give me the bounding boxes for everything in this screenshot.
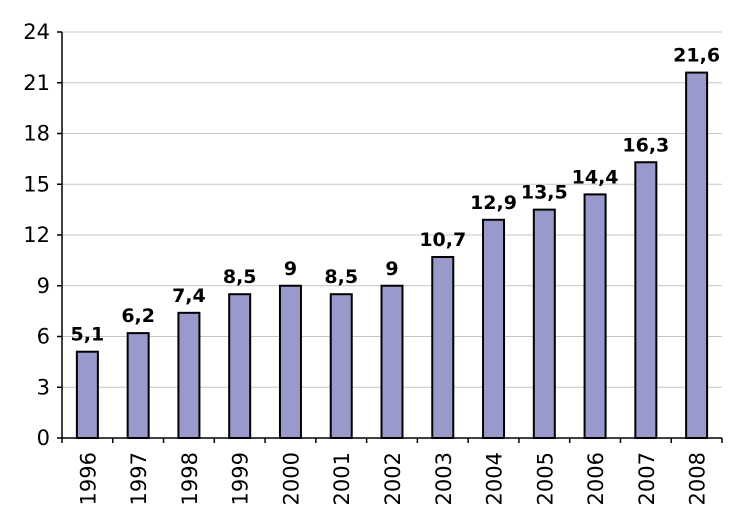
- data-label-2001: 8,5: [324, 266, 358, 288]
- data-label-2000: 9: [284, 258, 297, 280]
- x-tick-label-2006: 2006: [584, 452, 608, 505]
- data-label-2004: 12,9: [470, 192, 517, 214]
- y-tick-labels: 0 3 6 9 12 15 18 21 24: [23, 20, 50, 450]
- bar-1997: [126, 332, 150, 439]
- y-tick-label: 6: [37, 325, 50, 349]
- bar-2000: [278, 284, 302, 439]
- bar-2003: [431, 255, 455, 439]
- y-tick-label: 3: [37, 375, 50, 399]
- y-tick-label: 9: [37, 274, 50, 298]
- x-tick-label-2005: 2005: [533, 452, 557, 505]
- bars: [75, 71, 709, 440]
- data-label-1997: 6,2: [121, 305, 155, 327]
- x-tick-label-2000: 2000: [279, 452, 303, 505]
- data-label-2008: 21,6: [673, 45, 720, 67]
- y-tick-label: 21: [23, 71, 50, 95]
- bar-2005: [532, 208, 556, 439]
- data-label-1996: 5,1: [71, 324, 105, 346]
- x-tick-label-2003: 2003: [432, 452, 456, 505]
- bar-2006: [583, 193, 607, 439]
- y-tick-label: 15: [23, 172, 50, 196]
- axes: [57, 31, 723, 443]
- data-label-2005: 13,5: [521, 182, 568, 204]
- data-label-1998: 7,4: [172, 285, 206, 307]
- y-tick-label: 18: [23, 122, 50, 146]
- x-tick-label-2001: 2001: [330, 452, 354, 505]
- x-tick-label-1999: 1999: [229, 452, 253, 505]
- bar-1996: [75, 350, 99, 440]
- data-label-2007: 16,3: [622, 134, 669, 156]
- x-tick-label-1996: 1996: [76, 452, 100, 505]
- data-label-2002: 9: [385, 258, 398, 280]
- data-labels: 5,1 6,2 7,4 8,5 9 8,5 9 10,712,9 13,514,416,3 21,…: [71, 45, 721, 346]
- x-tick-label-2002: 2002: [381, 452, 405, 505]
- bar-2007: [634, 161, 658, 439]
- x-tick-labels: 1996 1997 1998 1999 2000 2001 2002 2003 2004 2005…: [76, 452, 709, 505]
- bar-2008: [685, 71, 709, 439]
- data-label-1999: 8,5: [223, 266, 257, 288]
- x-tick-label-2008: 2008: [686, 452, 710, 505]
- x-tick-label-1997: 1997: [127, 452, 151, 505]
- y-tick-label: 12: [23, 223, 50, 247]
- x-tick-label-2007: 2007: [635, 452, 659, 505]
- x-tick-label-1998: 1998: [178, 452, 202, 505]
- y-tick-label: 24: [23, 20, 50, 44]
- bar-1998: [177, 311, 201, 440]
- x-tick-label-2004: 2004: [483, 452, 507, 505]
- bar-2001: [329, 293, 353, 440]
- data-label-2003: 10,7: [419, 229, 466, 251]
- bar-1999: [228, 293, 252, 440]
- bar-2002: [380, 284, 404, 439]
- bar-2004: [482, 218, 506, 439]
- data-label-2006: 14,4: [572, 166, 619, 188]
- y-tick-label: 0: [37, 426, 50, 450]
